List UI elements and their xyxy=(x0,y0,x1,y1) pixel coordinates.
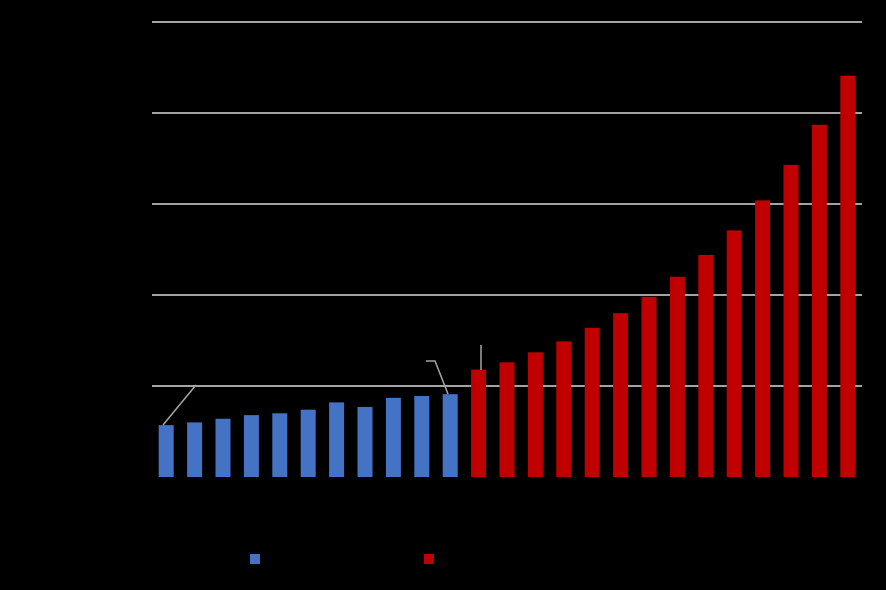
bar xyxy=(158,425,174,477)
legend-marker xyxy=(250,554,260,564)
grid xyxy=(152,21,862,387)
bar xyxy=(840,75,856,477)
bar xyxy=(698,254,714,477)
legend xyxy=(250,554,434,564)
bar xyxy=(471,369,487,477)
bar xyxy=(556,341,572,477)
bar xyxy=(442,394,458,477)
bar xyxy=(243,415,259,477)
bar xyxy=(641,296,657,477)
bar xyxy=(215,418,231,477)
bar xyxy=(584,327,600,477)
bar xyxy=(187,422,203,477)
bar xyxy=(527,352,543,477)
bar xyxy=(357,406,373,477)
bar xyxy=(329,402,345,477)
bar xyxy=(755,200,771,478)
bar xyxy=(414,396,430,477)
callout-line xyxy=(162,384,197,426)
legend-marker xyxy=(424,554,434,564)
bar xyxy=(811,124,827,477)
bar xyxy=(499,362,515,477)
bar xyxy=(726,230,742,477)
callout-line xyxy=(426,360,449,395)
bar xyxy=(783,164,799,477)
bars xyxy=(158,75,856,478)
bar xyxy=(613,313,629,477)
bar xyxy=(300,409,316,477)
bar xyxy=(669,276,685,477)
bar xyxy=(272,413,288,477)
bar xyxy=(385,397,401,477)
